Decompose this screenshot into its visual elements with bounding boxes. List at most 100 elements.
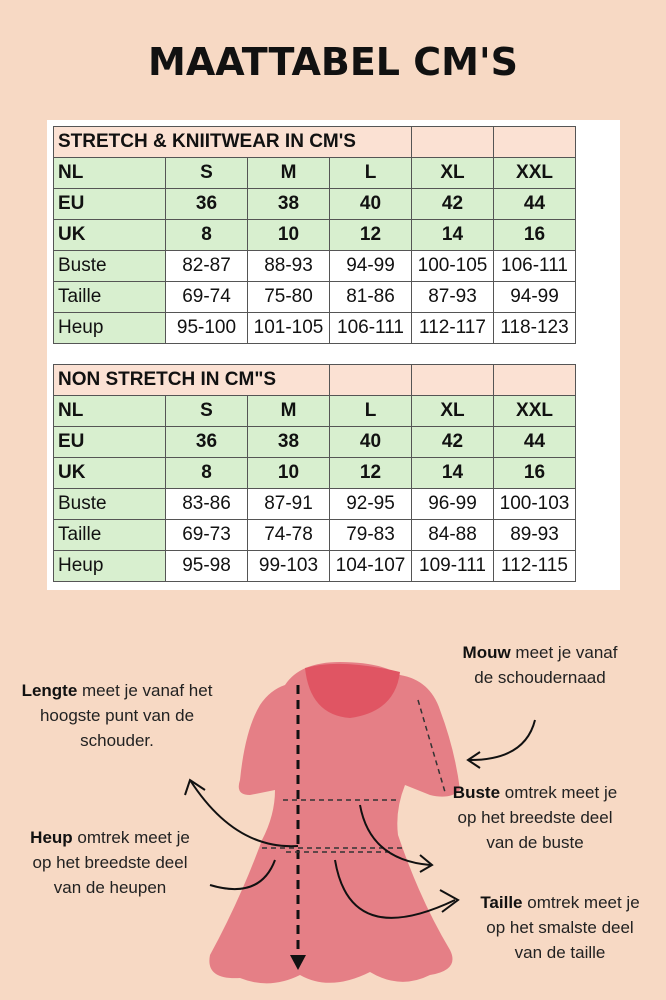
note-line: schouder. xyxy=(80,731,154,750)
note-line: meet je vanaf xyxy=(510,643,618,662)
non-stretch-size-table: NON STRETCH IN CM"S NL S M L XL XXL EU 36 38 40 42 4… xyxy=(53,364,576,582)
table-cell: 69-73 xyxy=(165,519,248,551)
note-bold: Mouw xyxy=(462,643,511,662)
table-cell: M xyxy=(247,395,330,427)
row-label: UK xyxy=(53,457,166,489)
table-cell: 12 xyxy=(329,219,412,251)
dress-shape xyxy=(209,662,460,984)
table-cell: 106-111 xyxy=(493,250,576,282)
table-cell: 95-100 xyxy=(165,312,248,344)
table-cell: XL xyxy=(411,157,494,189)
row-label: NL xyxy=(53,157,166,189)
table-cell: 16 xyxy=(493,219,576,251)
note-line: van de heupen xyxy=(53,878,167,897)
note-bold: Heup xyxy=(30,828,73,847)
table-cell: 16 xyxy=(493,457,576,489)
row-label: Buste xyxy=(53,488,166,520)
note-line: hoogste punt van de xyxy=(39,706,195,725)
table-cell: 8 xyxy=(165,219,248,251)
table-cell: 92-95 xyxy=(329,488,412,520)
empty-cell xyxy=(411,364,494,396)
table-cell: L xyxy=(329,157,412,189)
table-row: Heup 95-98 99-103 104-107 109-111 112-115 xyxy=(53,550,576,582)
table-row: UK 8 10 12 14 16 xyxy=(53,457,576,489)
page-title: MAATTABEL CM'S xyxy=(148,40,518,84)
table-cell: 88-93 xyxy=(247,250,330,282)
table-cell: XL xyxy=(411,395,494,427)
table-cell: 42 xyxy=(411,426,494,458)
table-cell: 95-98 xyxy=(165,550,248,582)
length-note: Lengte meet je vanaf het hoogste punt va… xyxy=(2,678,232,753)
table-cell: 94-99 xyxy=(493,281,576,313)
table-cell: 96-99 xyxy=(411,488,494,520)
table-cell: 40 xyxy=(329,188,412,220)
table-cell: 8 xyxy=(165,457,248,489)
table-row: NL S M L XL XXL xyxy=(53,157,576,189)
bust-note: Buste omtrek meet je op het breedste dee… xyxy=(430,780,640,855)
table-cell: 42 xyxy=(411,188,494,220)
table-row: EU 36 38 40 42 44 xyxy=(53,188,576,220)
table-cell: 38 xyxy=(247,188,330,220)
table-cell: 100-103 xyxy=(493,488,576,520)
table-cell: 81-86 xyxy=(329,281,412,313)
table-cell: 89-93 xyxy=(493,519,576,551)
table-cell: 44 xyxy=(493,188,576,220)
empty-cell xyxy=(329,364,412,396)
table-row: Heup 95-100 101-105 106-111 112-117 118-123 xyxy=(53,312,576,344)
table-cell: 99-103 xyxy=(247,550,330,582)
note-line: op het breedste deel xyxy=(32,853,188,872)
table-cell: 84-88 xyxy=(411,519,494,551)
table-cell: 14 xyxy=(411,219,494,251)
table-cell: 112-115 xyxy=(493,550,576,582)
stretch-size-table: STRETCH & KNIITWEAR IN CM'S NL S M L XL XXL EU 3… xyxy=(53,126,576,344)
table-cell: 44 xyxy=(493,426,576,458)
row-label: EU xyxy=(53,188,166,220)
table-row: Buste 82-87 88-93 94-99 100-105 106-111 xyxy=(53,250,576,282)
table-cell: XXL xyxy=(493,395,576,427)
row-label: EU xyxy=(53,426,166,458)
sleeve-note: Mouw meet je vanaf de schoudernaad xyxy=(440,640,640,690)
row-label: Taille xyxy=(53,519,166,551)
table-row: NL S M L XL XXL xyxy=(53,395,576,427)
empty-cell xyxy=(493,364,576,396)
table-row: Taille 69-73 74-78 79-83 84-88 89-93 xyxy=(53,519,576,551)
table-cell: 36 xyxy=(165,426,248,458)
row-label: Heup xyxy=(53,312,166,344)
table-cell: 106-111 xyxy=(329,312,412,344)
note-line: meet je vanaf het xyxy=(77,681,213,700)
table-title: NON STRETCH IN CM"S xyxy=(53,364,330,396)
table-cell: S xyxy=(165,157,248,189)
empty-cell xyxy=(411,126,494,158)
row-label: UK xyxy=(53,219,166,251)
table-cell: 40 xyxy=(329,426,412,458)
table-cell: 36 xyxy=(165,188,248,220)
note-line: van de buste xyxy=(486,833,584,852)
note-line: op het smalste deel xyxy=(486,918,634,937)
table-cell: 10 xyxy=(247,457,330,489)
note-line: van de taille xyxy=(514,943,606,962)
table-row: UK 8 10 12 14 16 xyxy=(53,219,576,251)
table-cell: S xyxy=(165,395,248,427)
table-cell: 94-99 xyxy=(329,250,412,282)
note-line: omtrek meet je xyxy=(500,783,618,802)
dress-illustration xyxy=(184,662,536,984)
note-bold: Taille xyxy=(480,893,523,912)
note-line: de schoudernaad xyxy=(474,668,606,687)
table-cell: 82-87 xyxy=(165,250,248,282)
note-bold: Lengte xyxy=(21,681,78,700)
note-line: omtrek meet je xyxy=(72,828,190,847)
table-cell: L xyxy=(329,395,412,427)
table-row: EU 36 38 40 42 44 xyxy=(53,426,576,458)
neckline xyxy=(305,663,400,718)
table-title: STRETCH & KNIITWEAR IN CM'S xyxy=(53,126,412,158)
table-row: Taille 69-74 75-80 81-86 87-93 94-99 xyxy=(53,281,576,313)
table-title-row: STRETCH & KNIITWEAR IN CM'S xyxy=(53,126,576,158)
table-row: Buste 83-86 87-91 92-95 96-99 100-103 xyxy=(53,488,576,520)
note-line: op het breedste deel xyxy=(457,808,613,827)
table-cell: 112-117 xyxy=(411,312,494,344)
table-cell: 12 xyxy=(329,457,412,489)
table-cell: 104-107 xyxy=(329,550,412,582)
table-cell: 100-105 xyxy=(411,250,494,282)
table-cell: 14 xyxy=(411,457,494,489)
